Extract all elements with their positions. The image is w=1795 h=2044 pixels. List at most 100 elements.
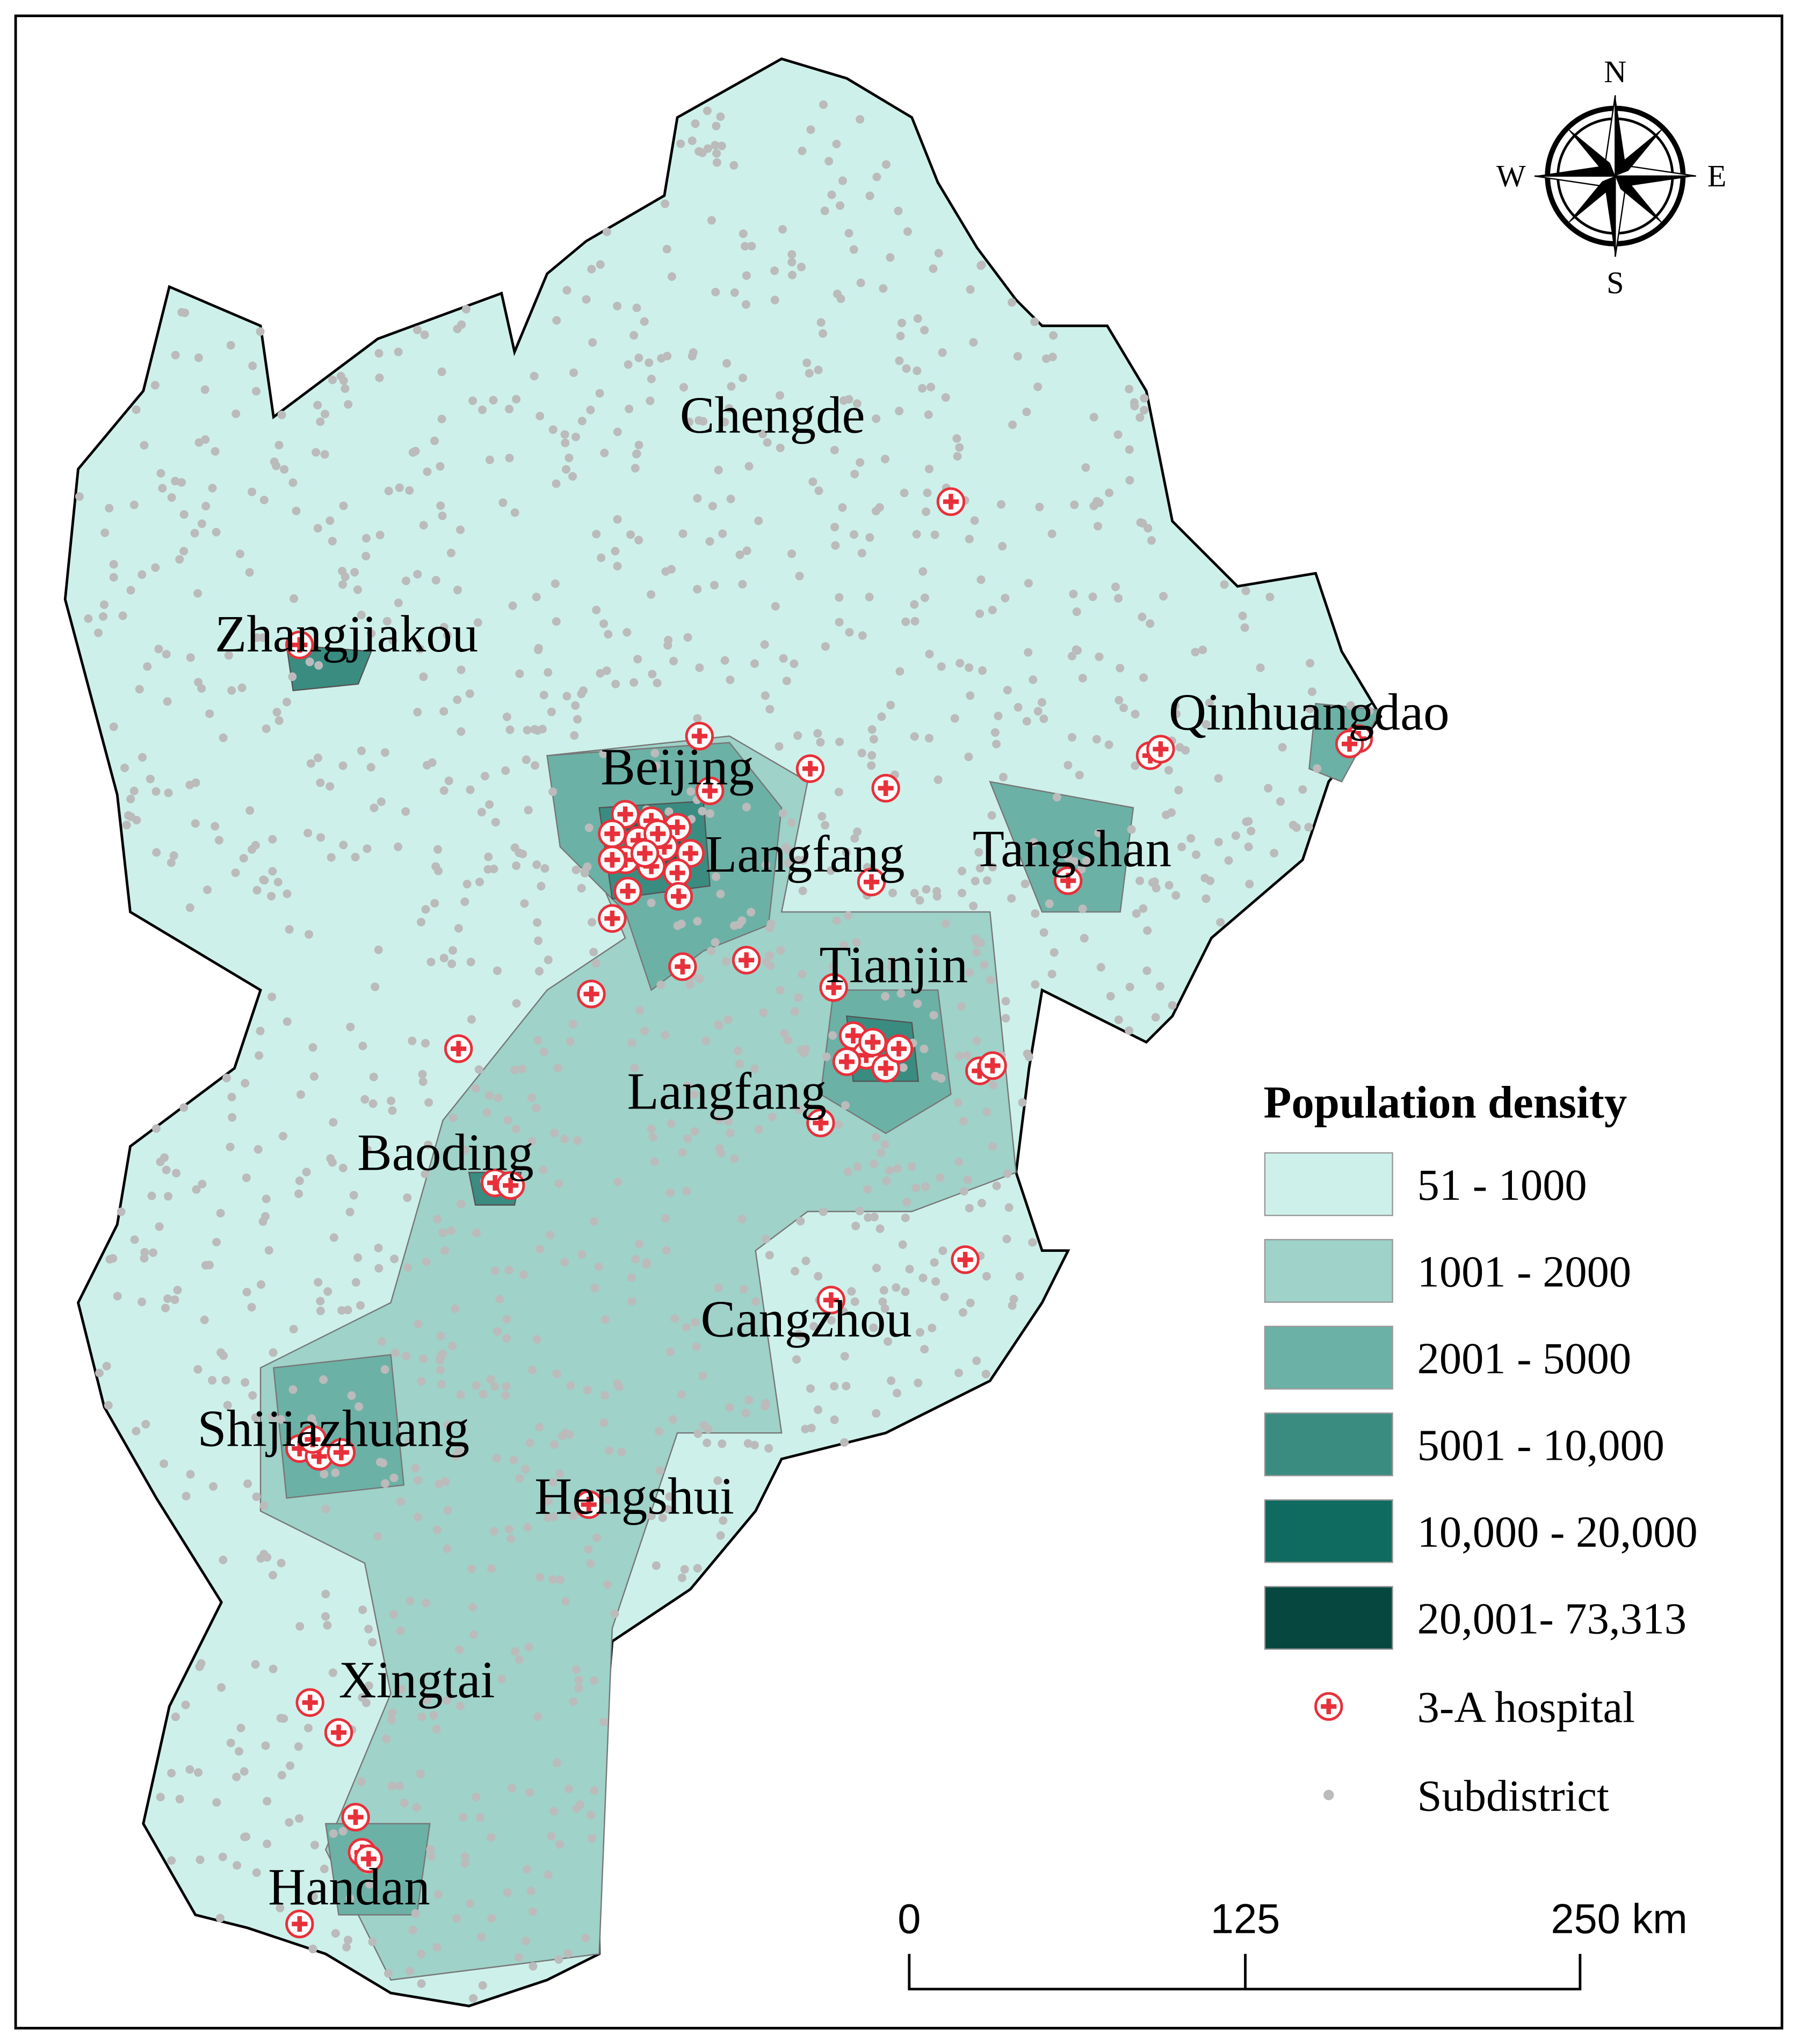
subdistrict-dot [950, 714, 959, 723]
subdistrict-dot [438, 1228, 447, 1237]
subdistrict-dot [1138, 612, 1147, 621]
subdistrict-dot [590, 1217, 599, 1226]
subdistrict-dot [288, 672, 297, 682]
subdistrict-dot [491, 817, 500, 827]
hospital-cross [813, 1115, 829, 1131]
subdistrict-dot [576, 1800, 585, 1809]
subdistrict-dot [723, 1015, 733, 1024]
subdistrict-dot [642, 1260, 651, 1269]
subdistrict-dot [523, 1523, 532, 1532]
subdistrict-dot [380, 748, 389, 757]
subdistrict-dot [836, 201, 845, 210]
hospital-cross [739, 952, 755, 968]
subdistrict-dot [462, 880, 472, 889]
subdistrict-dots [75, 100, 1374, 2003]
subdistrict-dot [339, 840, 348, 850]
subdistrict-dot [248, 487, 257, 496]
subdistrict-dot [437, 415, 446, 424]
subdistrict-dot [924, 734, 933, 743]
subdistrict-dot [1171, 701, 1180, 711]
subdistrict-dot [248, 1391, 257, 1400]
subdistrict-dot [816, 318, 826, 327]
subdistrict-dot [417, 917, 426, 926]
subdistrict-dot [661, 567, 670, 576]
subdistrict-dot [343, 1306, 352, 1315]
subdistrict-dot [915, 1328, 924, 1337]
subdistrict-dot [252, 1868, 261, 1877]
subdistrict-dot [634, 535, 643, 545]
hospital-cross [604, 910, 620, 926]
subdistrict-dot [179, 510, 189, 519]
subdistrict-dot [548, 1575, 557, 1584]
subdistrict-dot [881, 992, 890, 1001]
subdistrict-dot [604, 629, 613, 639]
subdistrict-dot [971, 876, 980, 886]
subdistrict-dot [1242, 817, 1251, 827]
scale-label: 0 [898, 1896, 921, 1942]
subdistrict-dot [316, 1306, 325, 1315]
subdistrict-dot [617, 1447, 626, 1456]
subdistrict-dot [629, 331, 639, 340]
subdistrict-dot [401, 1352, 410, 1361]
subdistrict-dot [508, 1784, 517, 1793]
subdistrict-dot [726, 495, 735, 504]
subdistrict-dot [326, 1154, 335, 1163]
subdistrict-dot [664, 807, 674, 816]
subdistrict-dot [235, 549, 244, 559]
subdistrict-dot [710, 581, 719, 590]
subdistrict-dot [1231, 831, 1240, 840]
subdistrict-dot [120, 763, 129, 772]
subdistrict-dot [914, 1379, 923, 1388]
subdistrict-dot [487, 1564, 496, 1573]
subdistrict-dot [722, 359, 732, 368]
subdistrict-dot [549, 1807, 559, 1816]
subdistrict-dot [568, 472, 577, 481]
city-label: Qinhuangdao [1169, 684, 1450, 741]
subdistrict-dot [456, 1390, 465, 1400]
subdistrict-dot [954, 1052, 964, 1061]
subdistrict-dot [502, 1382, 511, 1391]
subdistrict-dot [750, 1440, 759, 1449]
subdistrict-dot [998, 773, 1008, 782]
subdistrict-dot [466, 958, 475, 967]
subdistrict-dot [928, 1323, 937, 1332]
subdistrict-dot [711, 287, 720, 296]
subdistrict-dot [1164, 881, 1174, 890]
subdistrict-dot [678, 529, 687, 538]
subdistrict-dot [955, 443, 964, 452]
subdistrict-dot [268, 1412, 277, 1422]
subdistrict-dot [819, 1207, 828, 1216]
subdistrict-dot [690, 1127, 699, 1136]
subdistrict-dot [169, 851, 178, 860]
subdistrict-dot [589, 947, 598, 956]
hospital-cross [292, 1916, 308, 1932]
subdistrict-dot [1292, 823, 1301, 832]
subdistrict-dot [776, 985, 785, 995]
subdistrict-dot [655, 1466, 664, 1475]
subdistrict-dot [1106, 991, 1115, 1001]
subdistrict-dot [490, 1266, 500, 1275]
subdistrict-dot [761, 1402, 770, 1411]
subdistrict-dot [1001, 593, 1010, 603]
subdistrict-dot [1143, 926, 1152, 935]
subdistrict-dot [714, 466, 723, 475]
subdistrict-dot [510, 843, 519, 852]
hospital-markers [285, 487, 1373, 1939]
subdistrict-dot [588, 918, 597, 927]
subdistrict-dot [739, 373, 748, 382]
subdistrict-dot [530, 725, 539, 734]
subdistrict-dot [109, 560, 118, 569]
subdistrict-dot [321, 1612, 330, 1621]
subdistrict-dot [1052, 793, 1061, 802]
compass-point [1604, 176, 1616, 257]
subdistrict-dot [177, 478, 186, 487]
subdistrict-dot [632, 450, 641, 459]
subdistrict-dot [901, 1213, 910, 1222]
subdistrict-dot [937, 662, 946, 671]
subdistrict-dot [277, 410, 286, 419]
subdistrict-dot [958, 888, 967, 897]
subdistrict-dot [693, 494, 702, 503]
subdistrict-dot [706, 809, 715, 818]
subdistrict-dot [201, 435, 210, 444]
